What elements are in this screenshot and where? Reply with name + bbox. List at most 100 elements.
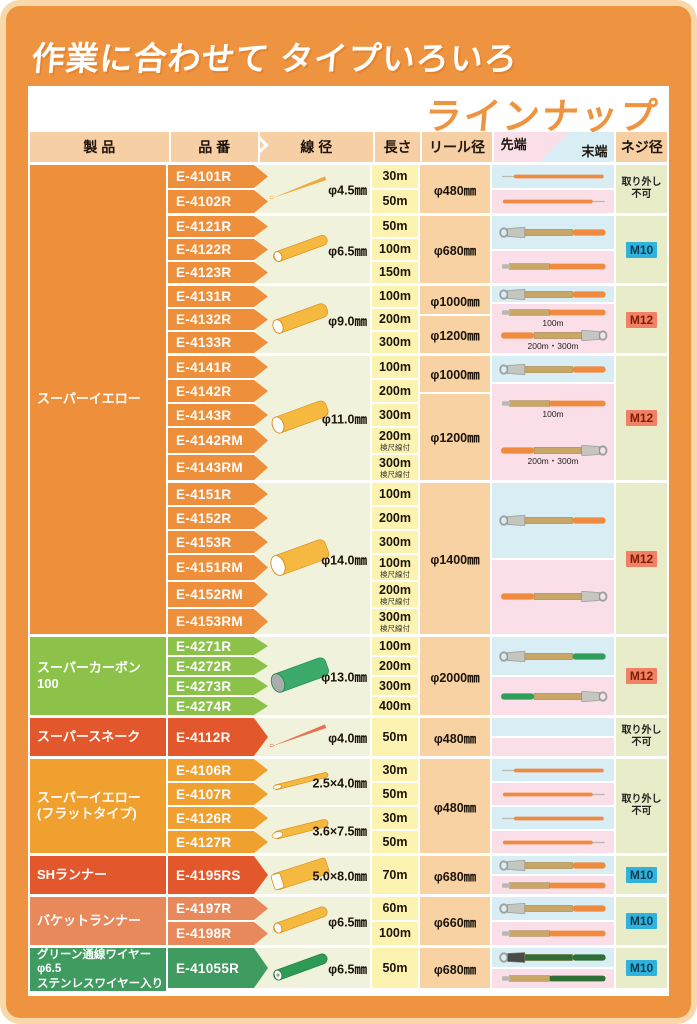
part-code-arrow: E-4272R [168, 657, 268, 675]
band-stack: E-4101R E-4102R φ4.5㎜ 30m 50m φ480㎜ 取り外し 不可 E-4… [168, 165, 667, 634]
code-column: E-4106R E-4107R E-4126R E-4127R [168, 759, 268, 853]
code-column: E-4141R E-4142R E-4143R E-4142RM E-4143RM [168, 356, 268, 480]
code-column: E-4195RS [168, 856, 268, 894]
length-value: 100m [379, 638, 411, 653]
part-code-arrow: E-4153RM [168, 609, 268, 634]
length-note: 検尺線付 [380, 469, 410, 479]
length-cell: 100m [372, 356, 418, 378]
diameter-column: φ9.0㎜ [256, 286, 370, 353]
length-column: 100m 200m 300m 100m 検尺線付 200m 検尺線付 300m 検尺線付 [372, 483, 418, 634]
part-code-arrow: E-4126R [168, 807, 268, 829]
diameter-column: φ4.0㎜ [256, 718, 370, 756]
length-value: 100m [379, 486, 411, 501]
length-cell: 100m [372, 239, 418, 260]
reel-diameter-cell: φ680㎜ [420, 856, 490, 894]
screw-cell: M10 [616, 856, 667, 894]
length-value: 50m [382, 960, 408, 975]
rod-photo [492, 514, 614, 526]
length-cell: 300m [372, 404, 418, 426]
length-column: 100m 200m 300m 400m [372, 637, 418, 715]
diameter-label: φ6.5㎜ [328, 244, 367, 258]
reel-column: φ680㎜ [420, 856, 490, 894]
product-table: 製 品品 番線 径長さ リール径 先端 末端 ネジ径 スーパーイエロー E-4101R E-4… [30, 132, 667, 994]
screw-cell: M12 [616, 637, 667, 715]
length-cell: 100m [372, 922, 418, 945]
code-column: E-4112R [168, 718, 268, 756]
table-header-row: 製 品品 番線 径長さ リール径 先端 末端 ネジ径 [30, 132, 667, 162]
length-cell: 30m [372, 807, 418, 829]
length-value: 70m [382, 867, 408, 882]
length-cell: 200m [372, 309, 418, 330]
screw-cell: M12 [616, 483, 667, 634]
end-stripe [492, 559, 614, 634]
length-column: 100m 200m 300m 200m 検尺線付 300m 検尺線付 [372, 356, 418, 480]
screw-size-badge: M12 [625, 550, 658, 567]
part-code-arrow: E-4142RM [168, 428, 268, 453]
screw-size-badge: M12 [625, 311, 658, 328]
length-value: 30m [382, 762, 408, 777]
length-cell: 50m [372, 831, 418, 853]
product-section: スーパーイエロー E-4101R E-4102R φ4.5㎜ 30m 50m φ480㎜ 取り… [30, 165, 667, 634]
column-header-tip: 先端 末端 [493, 132, 615, 162]
diameter-column: 2.5×4.0㎜ 3.6×7.5㎜ [256, 759, 370, 853]
rod-photo [492, 789, 614, 800]
reel-column: φ2000㎜ [420, 637, 490, 715]
code-column: E-41055R [168, 948, 268, 988]
length-cell: 300m [372, 531, 418, 553]
diameter-label: φ11.0㎜ [321, 412, 367, 427]
code-column: E-4271R E-4272R E-4273R E-4274R [168, 637, 268, 715]
product-section: グリーン通線ワイヤー φ6.5 ステンレスワイヤー入り E-41055R φ6.5㎜… [30, 948, 667, 992]
screw-cell: 取り外し 不可 [616, 165, 667, 213]
band-row: E-4141R E-4142R E-4143R E-4142RM E-4143RM φ11… [168, 356, 667, 480]
length-value: 100m [379, 289, 411, 304]
length-column: 100m 200m 300m [372, 286, 418, 353]
diameter-label: φ4.0㎜ [328, 731, 367, 746]
screw-column: M12 [616, 483, 667, 634]
diameter-label: φ14.0㎜ [321, 553, 367, 567]
length-value: 200m [379, 383, 411, 398]
product-section: バケットランナー E-4197R E-4198R φ6.5㎜ 60m 100m φ660㎜ M… [30, 897, 667, 945]
wire-rod-image [262, 356, 333, 480]
part-code-arrow: E-4195RS [168, 856, 268, 894]
length-cell: 100m 検尺線付 [372, 555, 418, 580]
end-stripe [492, 922, 614, 945]
screw-column: M12 [616, 356, 667, 480]
part-code-arrow: E-4153R [168, 531, 268, 553]
band-stack: E-4106R E-4107R E-4126R E-4127R 2.5×4.0㎜ 3.6×… [168, 759, 667, 853]
end-stripe [492, 969, 614, 988]
tip-end-column [492, 948, 614, 988]
part-code-arrow: E-4102R [168, 190, 268, 213]
screw-column: 取り外し 不可 [616, 165, 667, 213]
reel-diameter-cell: φ680㎜ [420, 948, 490, 988]
length-value: 50m [382, 219, 408, 234]
length-cell: 150m [372, 262, 418, 283]
length-cell: 400m [372, 697, 418, 715]
screw-column: M10 [616, 856, 667, 894]
rod-photo [492, 690, 614, 702]
diameter-column: φ6.5㎜ [256, 897, 370, 945]
screw-column: M10 [616, 948, 667, 988]
column-header-code: 品 番 [170, 132, 269, 162]
length-value: 400m [379, 698, 411, 713]
diameter-cell: φ4.5㎜ [256, 165, 370, 213]
length-value: 300m [379, 610, 411, 624]
tip-end-column [492, 216, 614, 283]
reel-column: φ660㎜ [420, 897, 490, 945]
length-value: 200m [379, 583, 411, 597]
band-row: E-4121R E-4122R E-4123R φ6.5㎜ 50m 100m 150m φ68… [168, 216, 667, 283]
rod-caption: 100m [542, 409, 564, 420]
rod-photo: 200m・300m [492, 330, 614, 351]
screw-column: M10 [616, 897, 667, 945]
length-column: 30m 50m [372, 165, 418, 213]
page-title: 作業に合わせて タイプいろいろ [30, 40, 520, 77]
rod-photo [492, 765, 614, 776]
diameter-cell: φ11.0㎜ [256, 356, 370, 480]
part-code-arrow: E-4142R [168, 380, 268, 402]
product-cell: グリーン通線ワイヤー φ6.5 ステンレスワイヤー入り [30, 948, 166, 992]
band-row: E-4197R E-4198R φ6.5㎜ 60m 100m φ660㎜ M10 [168, 897, 667, 945]
screw-column: M12 [616, 637, 667, 715]
part-code-arrow: E-4106R [168, 759, 268, 781]
length-value: 300m [379, 456, 411, 470]
length-value: 200m [379, 429, 411, 443]
part-code-arrow: E-4127R [168, 831, 268, 853]
